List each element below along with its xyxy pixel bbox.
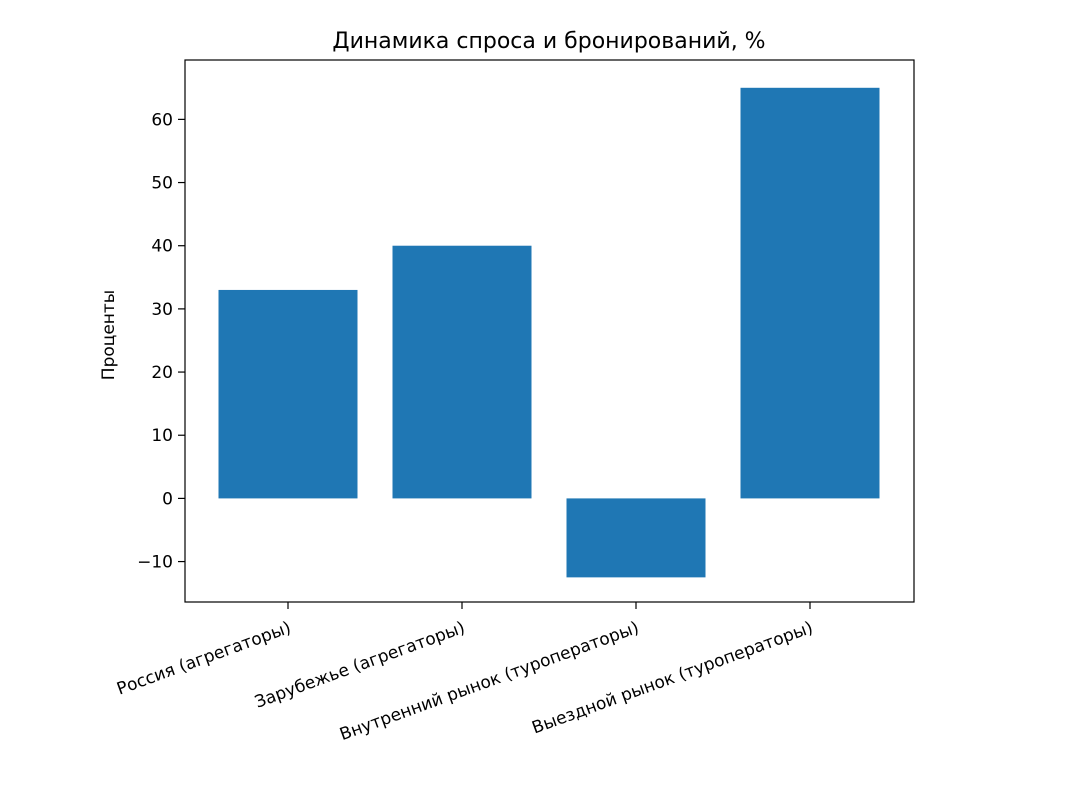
bar bbox=[566, 498, 706, 578]
bar bbox=[392, 245, 532, 499]
x-tick-label: Внутренний рынок (туроператоры) bbox=[337, 618, 642, 745]
plot-frame bbox=[184, 59, 915, 603]
y-tick-label: 50 bbox=[151, 174, 173, 194]
y-tick-label: 0 bbox=[162, 489, 173, 509]
bar bbox=[740, 87, 880, 499]
y-tick-label: 20 bbox=[151, 363, 173, 383]
y-tick-label: −10 bbox=[137, 553, 173, 573]
y-tick-label: 10 bbox=[151, 426, 173, 446]
y-axis: −10 0 10 20 30 40 50 60 bbox=[137, 110, 185, 573]
y-tick-label: 40 bbox=[151, 237, 173, 257]
x-axis: Россия (агрегаторы)Зарубежье (агрегаторы… bbox=[114, 602, 816, 745]
y-tick-label: 30 bbox=[151, 300, 173, 320]
chart-title: Динамика спроса и бронирований, % bbox=[332, 29, 765, 54]
bar bbox=[218, 289, 358, 499]
x-tick-label: Россия (агрегаторы) bbox=[114, 618, 294, 700]
bars-group bbox=[218, 87, 880, 578]
y-tick-label: 60 bbox=[151, 110, 173, 130]
x-tick-label: Выездной рынок (туроператоры) bbox=[529, 618, 815, 739]
y-axis-label: Проценты bbox=[99, 290, 119, 380]
